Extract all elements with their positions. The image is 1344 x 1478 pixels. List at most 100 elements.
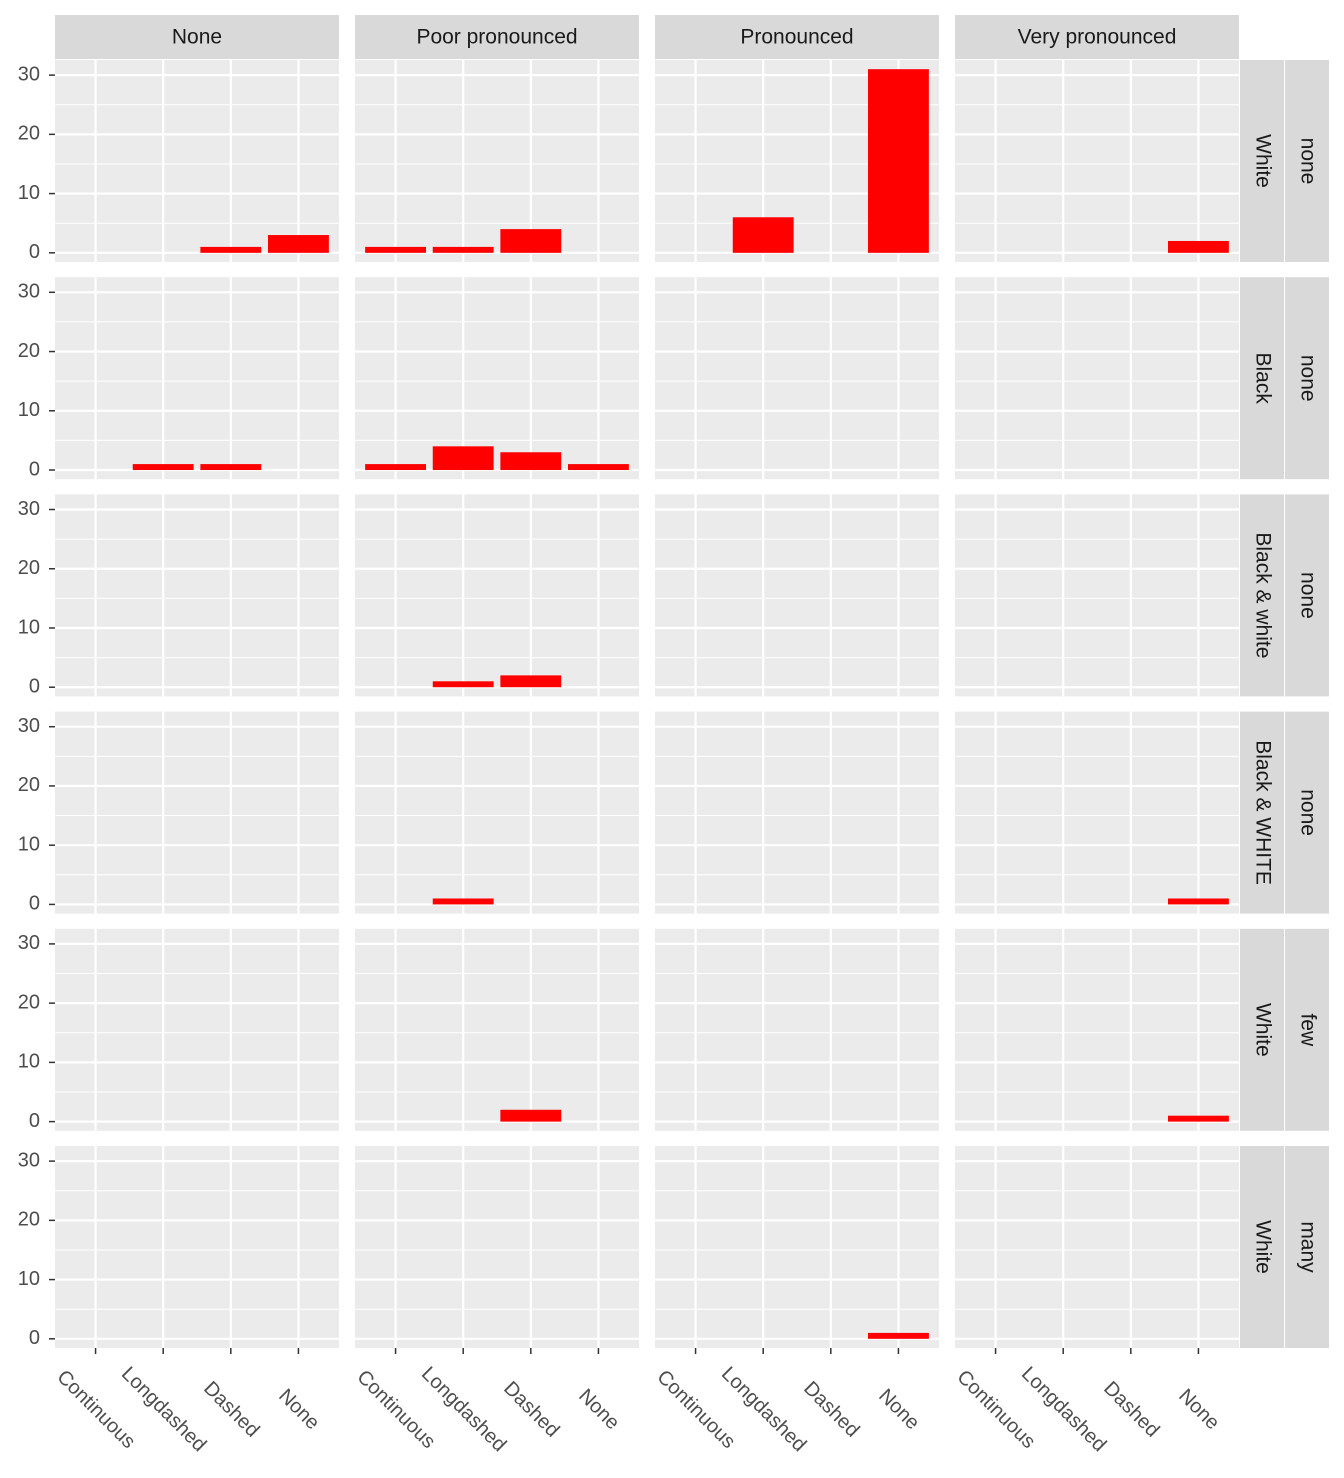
x-tick-label: None xyxy=(1174,1385,1223,1434)
column-strip-label: Pronounced xyxy=(740,26,853,49)
x-tick-label: None xyxy=(574,1385,623,1434)
panel-bg xyxy=(355,277,639,480)
strip-bg xyxy=(1240,494,1284,697)
column-strip-label: Poor pronounced xyxy=(416,26,577,49)
bar xyxy=(268,235,329,253)
y-tick-label: 0 xyxy=(29,1110,40,1132)
bar xyxy=(868,69,929,253)
bar xyxy=(500,452,562,471)
strip-bg xyxy=(1285,928,1329,1131)
bar xyxy=(200,464,262,471)
row-strip-label: none xyxy=(1296,789,1319,836)
panel-bg xyxy=(55,494,339,697)
strip-bg xyxy=(1240,711,1284,914)
row-strip-label: White xyxy=(1251,1220,1274,1274)
y-tick-label: 10 xyxy=(18,833,40,855)
bar xyxy=(132,464,194,471)
strip-bg xyxy=(1240,1146,1284,1348)
row-strip-label: White xyxy=(1251,1003,1274,1057)
bar xyxy=(500,675,562,688)
bar xyxy=(365,464,426,471)
row-strip-label: Black xyxy=(1251,353,1274,405)
panel-bg xyxy=(355,1146,639,1348)
row-strip-label: Black & WHITE xyxy=(1251,740,1274,885)
panel-bg xyxy=(355,711,639,914)
panel-bg xyxy=(655,494,939,697)
y-tick-label: 10 xyxy=(18,1051,40,1073)
y-tick-label: 30 xyxy=(18,932,40,954)
column-strip-label: None xyxy=(172,26,222,49)
bar xyxy=(568,464,629,471)
y-tick-label: 20 xyxy=(18,991,40,1013)
strip-bg xyxy=(1240,277,1284,480)
panel-bg xyxy=(655,928,939,1131)
strip-bg xyxy=(655,15,939,59)
y-tick-label: 20 xyxy=(18,340,40,362)
y-tick-label: 10 xyxy=(18,399,40,421)
strip-bg xyxy=(1285,711,1329,914)
row-strip-label: none xyxy=(1296,355,1319,402)
y-tick-label: 30 xyxy=(18,281,40,303)
panel-bg xyxy=(55,277,339,480)
strip-bg xyxy=(355,15,639,59)
panel-bg xyxy=(355,928,639,1131)
y-tick-label: 0 xyxy=(29,458,40,480)
row-strip-label: Black & white xyxy=(1251,532,1274,658)
y-tick-label: 30 xyxy=(18,63,40,85)
bar xyxy=(1168,898,1229,905)
y-tick-label: 0 xyxy=(29,241,40,263)
x-tick-label: None xyxy=(274,1385,323,1434)
y-tick-label: 30 xyxy=(18,1149,40,1171)
bar xyxy=(500,229,562,253)
bar xyxy=(432,898,494,905)
y-tick-label: 20 xyxy=(18,774,40,796)
y-tick-label: 10 xyxy=(18,1268,40,1290)
panel-bg xyxy=(955,711,1239,914)
column-strip-label: Very pronounced xyxy=(1018,26,1177,49)
panel-bg xyxy=(355,494,639,697)
y-tick-label: 10 xyxy=(18,182,40,204)
strip-bg xyxy=(1285,277,1329,480)
bar xyxy=(1168,240,1229,253)
row-strip-label: none xyxy=(1296,572,1319,619)
y-tick-label: 20 xyxy=(18,1209,40,1231)
x-tick-label: Dashed xyxy=(199,1377,263,1441)
strip-bg xyxy=(1240,928,1284,1131)
x-tick-label: Dashed xyxy=(1099,1377,1163,1441)
row-strip-label: none xyxy=(1296,138,1319,185)
panel-bg xyxy=(55,1146,339,1348)
y-tick-label: 30 xyxy=(18,715,40,737)
y-tick-label: 0 xyxy=(29,1327,40,1349)
panel-bg xyxy=(655,711,939,914)
bar xyxy=(500,1109,562,1122)
panel-bg xyxy=(355,60,639,262)
panel-bg xyxy=(655,277,939,480)
bar xyxy=(432,246,494,253)
row-strip-label: many xyxy=(1296,1221,1319,1273)
panel-bg xyxy=(955,60,1239,262)
y-tick-label: 10 xyxy=(18,616,40,638)
y-tick-label: 20 xyxy=(18,557,40,579)
y-tick-label: 20 xyxy=(18,123,40,145)
panel-bg xyxy=(55,711,339,914)
strip-bg xyxy=(955,15,1239,59)
x-tick-label: Dashed xyxy=(799,1377,863,1441)
panel-bg xyxy=(55,60,339,262)
y-tick-label: 30 xyxy=(18,498,40,520)
strip-bg xyxy=(1285,60,1329,262)
strip-bg xyxy=(1240,60,1284,262)
y-tick-label: 0 xyxy=(29,675,40,697)
x-tick-label: None xyxy=(874,1385,923,1434)
row-strip-label: White xyxy=(1251,134,1274,188)
bar xyxy=(732,217,794,253)
bar xyxy=(1168,1115,1229,1122)
bar xyxy=(432,446,494,471)
bar xyxy=(200,246,262,253)
strip-bg xyxy=(1285,494,1329,697)
bar xyxy=(432,681,494,688)
x-tick-label: Dashed xyxy=(499,1377,563,1441)
y-tick-label: 0 xyxy=(29,893,40,915)
panel-bg xyxy=(955,1146,1239,1348)
panel-bg xyxy=(955,928,1239,1131)
